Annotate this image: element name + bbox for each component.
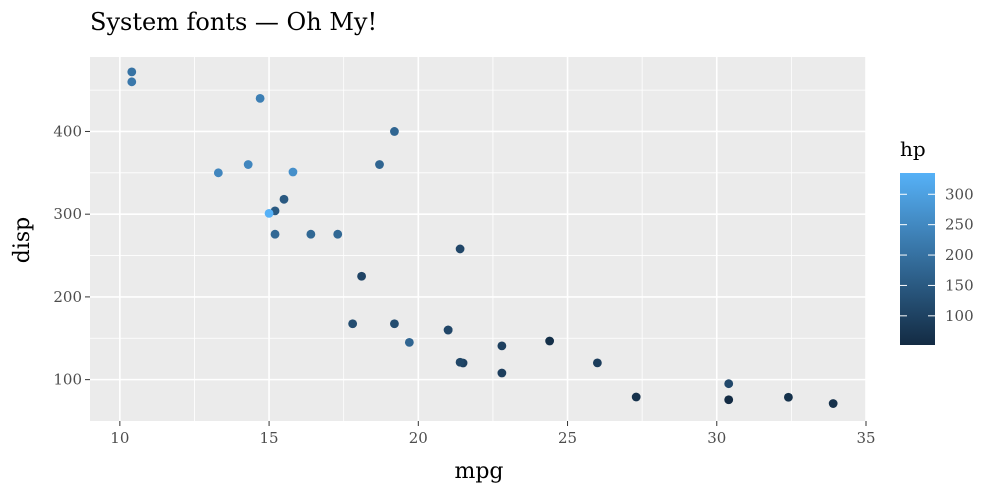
x-tick-label: 25 [558,429,577,447]
data-point [127,67,137,77]
legend-label: 200 [945,246,974,264]
legend-label: 250 [945,216,974,234]
y-tick-label: 300 [53,205,82,223]
data-point [255,93,265,103]
legend-label: 100 [945,307,974,325]
data-point [348,319,358,329]
y-tick-label: 100 [53,371,82,389]
chart-title: System fonts — Oh My! [90,8,377,36]
data-point [264,208,274,218]
data-point [784,392,793,402]
major-gridlines [90,57,867,421]
y-tick-label: 400 [53,122,82,140]
data-point [631,392,641,402]
data-point [357,271,366,281]
data-point [288,167,298,177]
x-tick-label: 35 [856,429,875,447]
legend-ticks: 100 150 200 250 300 [900,185,974,325]
data-point [724,395,734,405]
axis-ticks: 10 15 20 25 30 35 100 200 300 400 [53,122,875,447]
data-point [306,229,316,239]
data-point [497,368,507,378]
x-tick-label: 20 [409,429,428,447]
color-legend: hp 100 150 200 250 300 [900,137,974,345]
x-axis-title: mpg [454,459,503,484]
x-tick-label: 10 [110,429,129,447]
minor-gridlines [90,57,866,421]
data-point [279,194,289,204]
data-point [443,325,453,335]
data-point [545,336,555,346]
y-axis-title: disp [10,217,35,264]
data-point [390,319,399,329]
data-point [375,160,384,169]
legend-label: 300 [945,185,974,203]
data-point [213,168,223,178]
data-point [270,229,280,239]
legend-title: hp [900,137,926,161]
data-point [243,160,253,169]
data-point [333,229,343,239]
x-tick-label: 30 [707,429,726,447]
data-points [127,67,838,408]
data-point [455,244,465,254]
data-point [828,399,838,408]
data-point [724,379,734,389]
data-point [404,338,414,347]
data-point [592,358,602,368]
legend-colorbar [900,173,935,345]
y-tick-label: 200 [53,288,82,306]
data-point [390,127,399,136]
data-point [497,341,507,351]
data-point [127,77,137,87]
legend-label: 150 [945,276,974,294]
data-point [455,357,465,367]
plot-panel [90,57,866,421]
x-tick-label: 15 [260,429,279,447]
